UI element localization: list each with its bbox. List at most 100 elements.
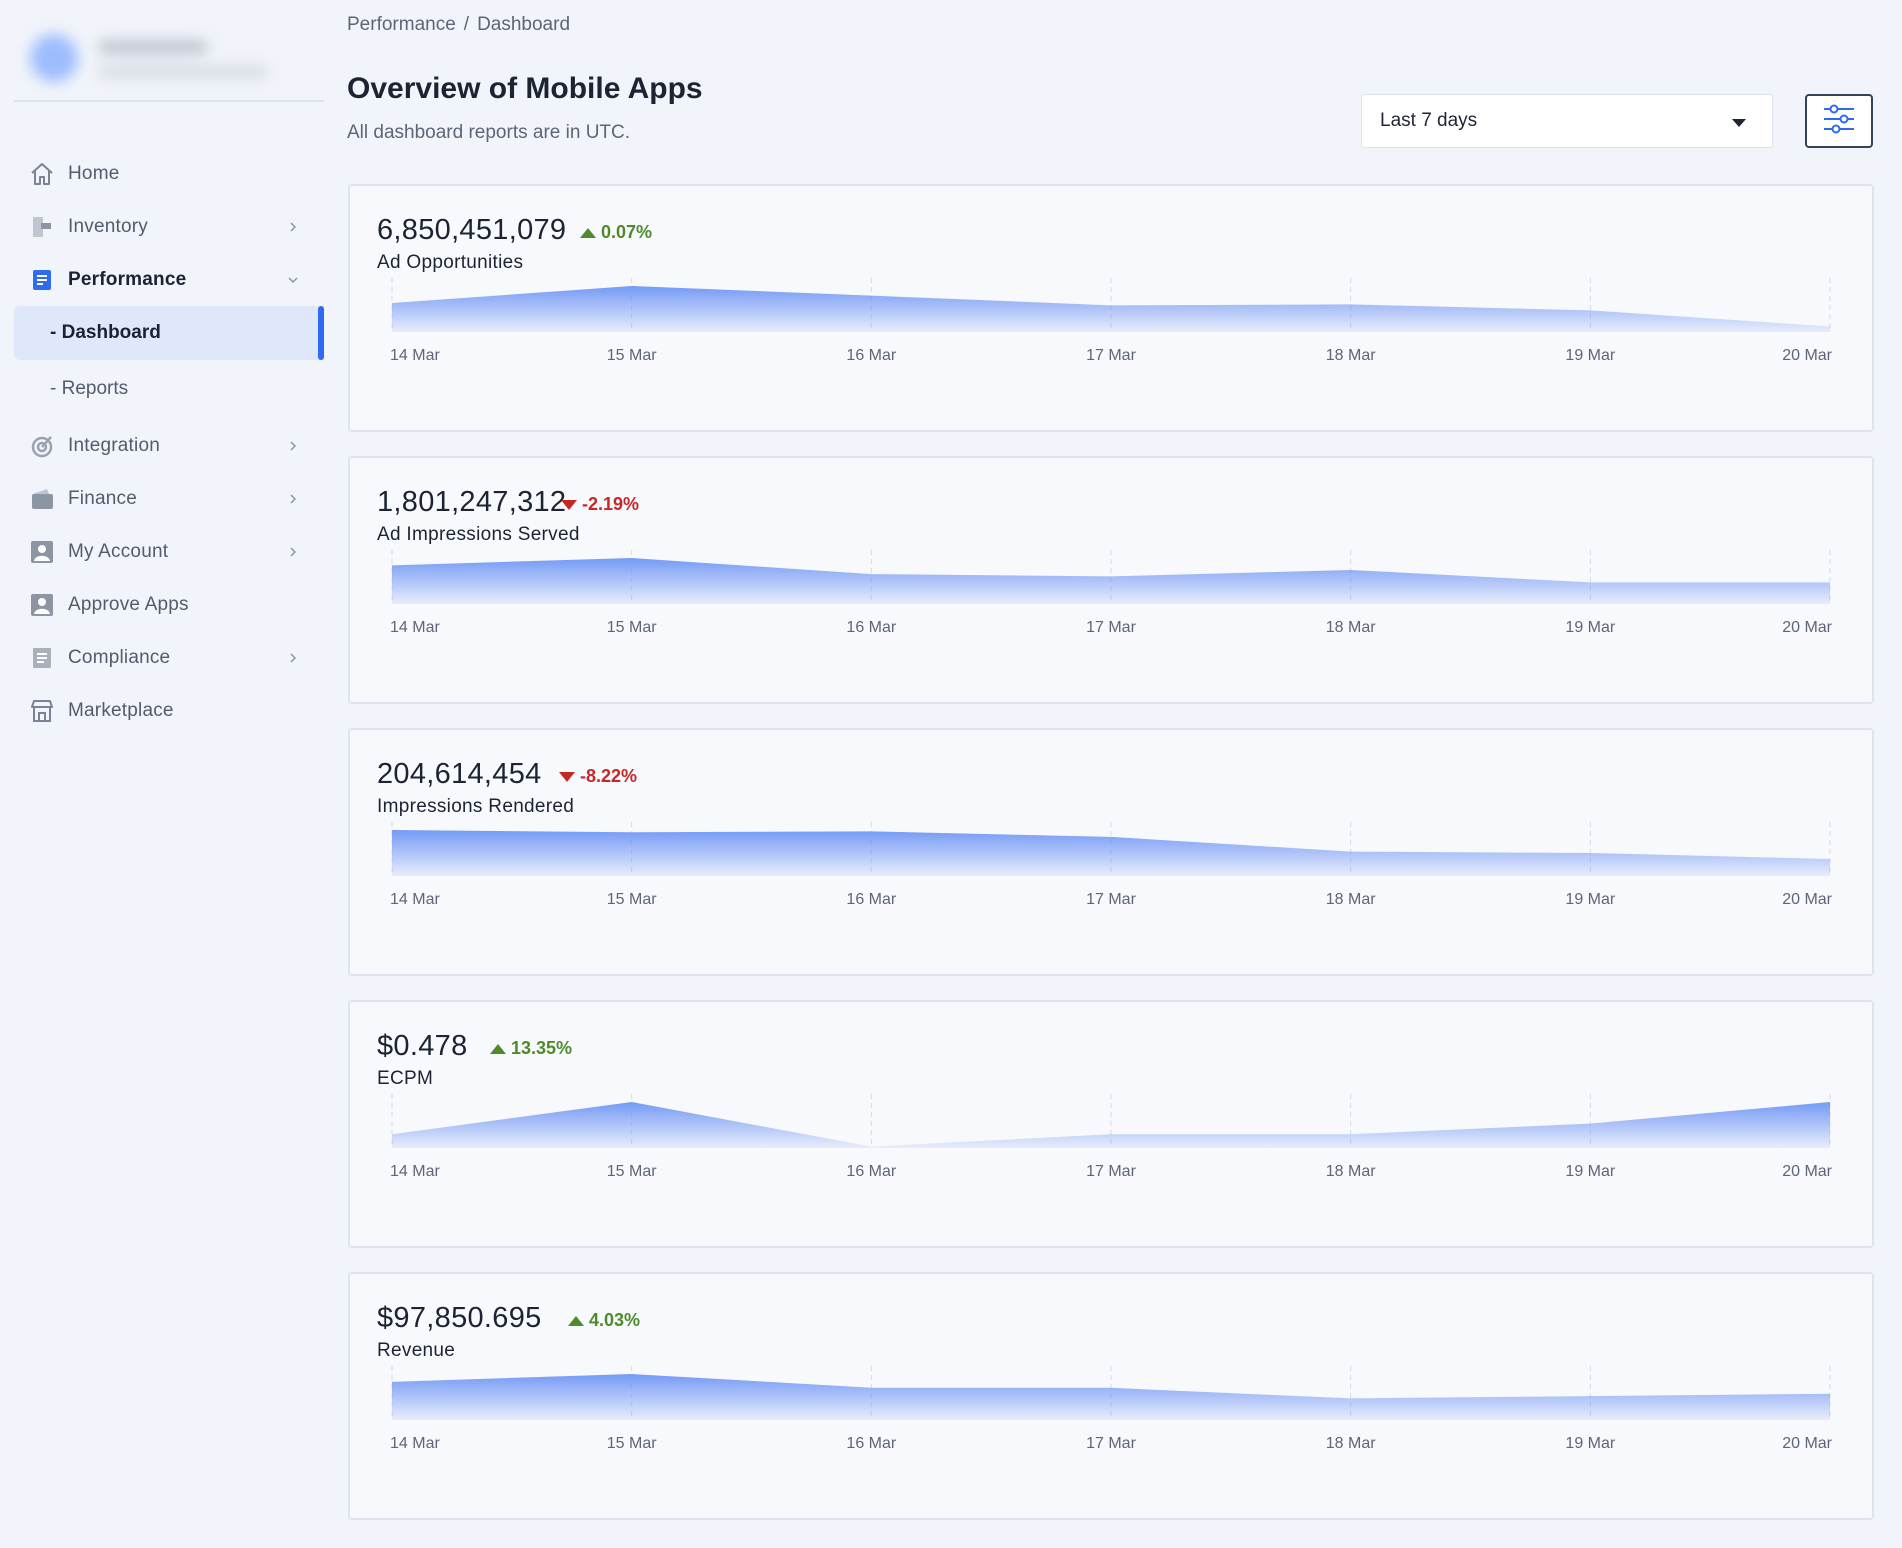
metric-card: 1,801,247,312 -2.19% Ad Impressions Served… xyxy=(348,456,1874,704)
x-tick-label: 15 Mar xyxy=(607,1163,657,1180)
sidebar-item-label: Finance xyxy=(68,488,137,509)
caret-down-icon xyxy=(1732,119,1746,127)
x-tick-label: 17 Mar xyxy=(1086,1163,1136,1180)
page-title: Overview of Mobile Apps xyxy=(347,72,703,105)
sidebar-item-marketplace[interactable]: Marketplace xyxy=(14,685,324,737)
triangle-up-icon xyxy=(580,227,596,238)
page-subtitle: All dashboard reports are in UTC. xyxy=(347,122,631,143)
sidebar-subitem-dashboard[interactable]: - Dashboard xyxy=(14,306,324,360)
filter-button[interactable] xyxy=(1805,94,1873,148)
x-tick-label: 20 Mar xyxy=(1782,347,1832,364)
sidebar-item-my-account[interactable]: My Account xyxy=(14,526,324,578)
sidebar-item-compliance[interactable]: Compliance xyxy=(14,632,324,684)
sliders-icon xyxy=(1822,103,1856,140)
metric-value: 6,850,451,079 xyxy=(377,214,567,246)
x-tick-label: 18 Mar xyxy=(1326,1163,1376,1180)
sidebar-item-inventory[interactable]: Inventory xyxy=(14,201,324,253)
sidebar-item-label: Integration xyxy=(68,435,160,456)
area-chart: 14 Mar 15 Mar 16 Mar 17 Mar 18 Mar 19 Mar 20 M… xyxy=(390,1366,1833,1452)
metric-delta-text: -2.19% xyxy=(582,494,640,514)
x-tick-label: 17 Mar xyxy=(1086,1435,1136,1452)
area-series xyxy=(392,558,1830,604)
metric-title: Revenue xyxy=(377,1340,456,1361)
breadcrumb-parent-link[interactable]: Performance xyxy=(347,14,456,35)
sidebar-item-home[interactable]: Home xyxy=(14,148,324,200)
metric-value: 204,614,454 xyxy=(377,758,542,790)
x-tick-label: 20 Mar xyxy=(1782,1435,1832,1452)
chevron-down-icon xyxy=(284,271,302,289)
area-series xyxy=(392,1374,1830,1420)
x-tick-label: 14 Mar xyxy=(390,347,440,364)
metric-delta: 13.35% xyxy=(490,1038,572,1059)
metric-delta-text: 13.35% xyxy=(511,1038,573,1058)
x-tick-label: 19 Mar xyxy=(1565,891,1615,908)
date-range-value: Last 7 days xyxy=(1380,110,1478,131)
area-series xyxy=(392,286,1830,332)
area-chart: 14 Mar 15 Mar 16 Mar 17 Mar 18 Mar 19 Mar 20 M… xyxy=(390,278,1833,364)
x-tick-label: 18 Mar xyxy=(1326,1435,1376,1452)
x-tick-label: 14 Mar xyxy=(390,1435,440,1452)
sidebar-item-label: Approve Apps xyxy=(68,594,189,615)
metric-card: $97,850.695 4.03% Revenue 14 Mar 15 Mar 16 Ma… xyxy=(348,1272,1874,1520)
x-tick-label: 19 Mar xyxy=(1565,619,1615,636)
sidebar-item-finance[interactable]: Finance xyxy=(14,473,324,525)
x-tick-label: 20 Mar xyxy=(1782,1163,1832,1180)
chevron-right-icon xyxy=(284,543,302,561)
sidebar-subitem-label: - Reports xyxy=(50,378,129,399)
x-tick-label: 16 Mar xyxy=(846,619,896,636)
triangle-down-icon xyxy=(559,771,575,782)
sidebar-item-label: Marketplace xyxy=(68,700,174,721)
sidebar-item-performance[interactable]: Performance xyxy=(14,254,324,306)
user-icon xyxy=(28,538,56,566)
sidebar: Home Inventory Performance - Dashboard -… xyxy=(0,0,330,1548)
x-tick-label: 15 Mar xyxy=(607,1435,657,1452)
sidebar-item-integration[interactable]: Integration xyxy=(14,420,324,472)
sidebar-subitem-reports[interactable]: - Reports xyxy=(14,362,324,416)
x-tick-label: 18 Mar xyxy=(1326,619,1376,636)
sidebar-divider xyxy=(14,100,324,102)
metric-delta: -2.19% xyxy=(561,494,639,515)
sidebar-item-label: My Account xyxy=(68,541,169,562)
date-range-select[interactable]: Last 7 days xyxy=(1361,94,1773,148)
metric-value: $97,850.695 xyxy=(377,1302,542,1334)
wallet-icon xyxy=(28,485,56,513)
metric-card: 204,614,454 -8.22% Impressions Rendered 14 … xyxy=(348,728,1874,976)
breadcrumb-separator: / xyxy=(463,14,470,35)
metric-delta: 4.03% xyxy=(568,1310,640,1331)
breadcrumb: Performance / Dashboard xyxy=(347,14,570,36)
triangle-up-icon xyxy=(568,1315,584,1326)
metric-title: Ad Opportunities xyxy=(377,252,524,273)
x-tick-label: 16 Mar xyxy=(846,1163,896,1180)
x-tick-label: 16 Mar xyxy=(846,891,896,908)
metric-title: Ad Impressions Served xyxy=(377,524,580,545)
x-tick-label: 16 Mar xyxy=(846,347,896,364)
x-tick-label: 14 Mar xyxy=(390,1163,440,1180)
inventory-icon xyxy=(28,213,56,241)
x-tick-label: 15 Mar xyxy=(607,891,657,908)
brand-logo xyxy=(20,22,282,94)
area-series xyxy=(392,1102,1830,1148)
active-indicator xyxy=(318,306,324,360)
triangle-up-icon xyxy=(490,1043,506,1054)
x-tick-label: 14 Mar xyxy=(390,891,440,908)
store-icon xyxy=(28,697,56,725)
chevron-right-icon xyxy=(284,437,302,455)
x-tick-label: 19 Mar xyxy=(1565,347,1615,364)
sidebar-item-label: Performance xyxy=(68,269,187,290)
sidebar-item-label: Inventory xyxy=(68,216,148,237)
x-tick-label: 18 Mar xyxy=(1326,891,1376,908)
x-tick-label: 18 Mar xyxy=(1326,347,1376,364)
metric-delta-text: -8.22% xyxy=(580,766,638,786)
home-icon xyxy=(28,160,56,188)
metric-value: $0.478 xyxy=(377,1030,468,1062)
performance-icon xyxy=(28,266,56,294)
area-chart: 14 Mar 15 Mar 16 Mar 17 Mar 18 Mar 19 Mar 20 M… xyxy=(390,550,1833,636)
metric-card: $0.478 13.35% ECPM 14 Mar 15 Mar 16 Mar 17 Mar… xyxy=(348,1000,1874,1248)
x-tick-label: 19 Mar xyxy=(1565,1163,1615,1180)
x-tick-label: 17 Mar xyxy=(1086,891,1136,908)
sidebar-item-approve-apps[interactable]: Approve Apps xyxy=(14,579,324,631)
user-check-icon xyxy=(28,591,56,619)
sidebar-subitem-label: - Dashboard xyxy=(50,322,161,343)
breadcrumb-current: Dashboard xyxy=(477,14,571,35)
chevron-right-icon xyxy=(284,490,302,508)
